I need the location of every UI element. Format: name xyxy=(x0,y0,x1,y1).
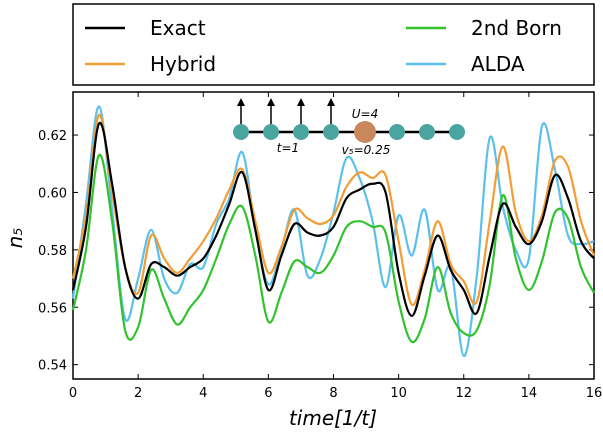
spin-arrowhead-icon xyxy=(267,98,275,106)
lattice-site xyxy=(323,124,339,140)
y-tick-label: 0.60 xyxy=(38,186,67,201)
lattice-site xyxy=(263,124,279,140)
lattice-site xyxy=(449,124,465,140)
u-label: U=4 xyxy=(352,107,378,121)
legend: Exact Hybrid 2nd Born ALDA xyxy=(85,16,562,76)
spin-arrowhead-icon xyxy=(297,98,305,106)
legend-label: Exact xyxy=(150,16,206,40)
y-axis-label: n₅ xyxy=(3,228,27,249)
x-tick-label: 4 xyxy=(199,386,207,401)
x-tick-label: 2 xyxy=(134,386,142,401)
lattice-site xyxy=(389,124,405,140)
y-tick-label: 0.54 xyxy=(38,359,67,374)
legend-box xyxy=(72,3,595,86)
v-label: v₅=0.25 xyxy=(342,143,391,157)
x-tick-label: 14 xyxy=(521,386,538,401)
x-tick-label: 16 xyxy=(586,386,603,401)
lattice-site xyxy=(293,124,309,140)
x-tick-label: 6 xyxy=(264,386,272,401)
series-line-2nd-born xyxy=(71,153,595,344)
legend-label: Hybrid xyxy=(150,52,216,76)
x-tick-label: 8 xyxy=(329,386,337,401)
t-label: t=1 xyxy=(277,141,299,155)
lattice-site xyxy=(233,124,249,140)
legend-label: ALDA xyxy=(471,52,525,76)
x-tick-label: 10 xyxy=(390,386,407,401)
series-line-hybrid xyxy=(71,113,596,306)
spin-arrowhead-icon xyxy=(327,98,335,106)
interacting-site xyxy=(354,121,376,143)
y-tick-label: 0.62 xyxy=(38,129,67,144)
series-line-alda xyxy=(71,105,595,358)
series-line-exact xyxy=(71,121,595,318)
x-axis-label: time[1/t] xyxy=(289,406,377,430)
legend-label: 2nd Born xyxy=(471,16,562,40)
x-tick-label: 12 xyxy=(455,386,472,401)
x-tick-label: 0 xyxy=(69,386,77,401)
spin-arrowhead-icon xyxy=(237,98,245,106)
y-tick-label: 0.56 xyxy=(38,301,67,316)
lattice-site xyxy=(419,124,435,140)
axis-ticks: 0 2 4 6 8 10 12 14 16 0.54 0.56 0.58 0.60 0.62 xyxy=(38,92,602,401)
lattice-inset: U=4 t=1 v₅=0.25 xyxy=(233,98,465,157)
series-lines xyxy=(71,105,596,358)
y-tick-label: 0.58 xyxy=(38,244,67,259)
